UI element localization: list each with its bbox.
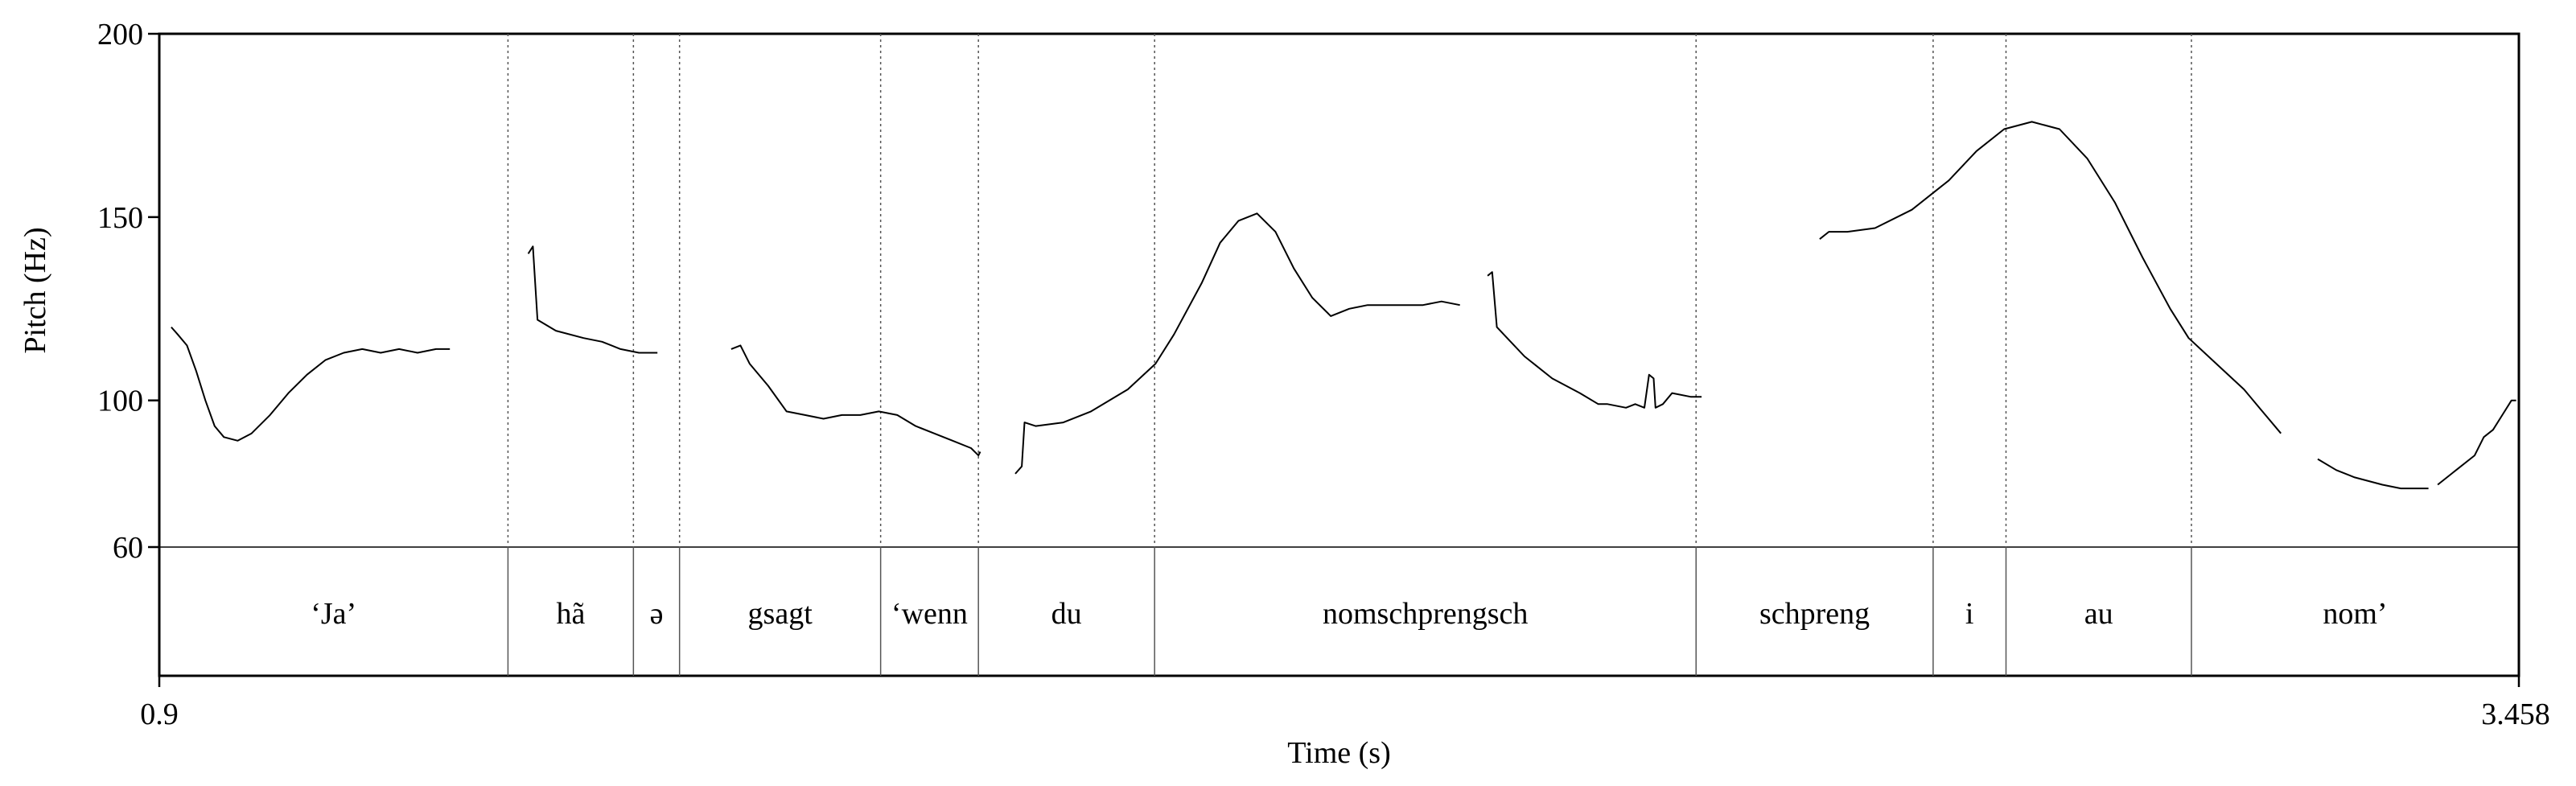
y-tick-label: 100 [97, 385, 143, 418]
y-axis-title: Pitch (Hz) [19, 227, 52, 353]
segment-label: i [1965, 597, 1974, 631]
segment-label: nomschprengsch [1323, 597, 1528, 631]
pitch-line [1487, 271, 1702, 409]
segment-label: ə [650, 597, 664, 631]
y-tick-label: 200 [97, 18, 143, 51]
pitch-line [1014, 212, 1460, 475]
x-axis: 0.9 3.458 [140, 676, 2550, 731]
pitch-line [1819, 121, 2282, 434]
x-tick-label: 3.458 [2481, 698, 2550, 731]
pitch-line [2317, 458, 2429, 490]
segment-label: schpreng [1759, 597, 1870, 631]
pitch-line [171, 326, 451, 442]
segment-label: gsagt [748, 597, 813, 631]
pitch-line [730, 344, 981, 457]
segment-label: nom’ [2323, 597, 2387, 631]
x-axis-title: Time (s) [1287, 736, 1390, 770]
y-axis: 60 100 150 200 [97, 18, 159, 565]
x-tick-label: 0.9 [140, 698, 179, 731]
pitch-line [2437, 399, 2516, 486]
y-tick-label: 60 [113, 531, 143, 565]
segment-label: hã [556, 597, 585, 631]
segment-labels: ‘Ja’ hã ə gsagt ‘wenn du nomschprengsch schpren… [311, 597, 2387, 631]
pitch-line [527, 245, 658, 354]
y-tick-label: 150 [97, 201, 143, 235]
segment-label: au [2084, 597, 2113, 631]
plot-frame [158, 32, 2520, 677]
segment-label: du [1051, 597, 1082, 631]
plot-border [158, 32, 2520, 677]
segment-boundaries [507, 34, 2192, 676]
segment-label: ‘Ja’ [311, 597, 356, 631]
pitch-curves [171, 121, 2516, 490]
segment-label: ‘wenn [891, 597, 968, 631]
